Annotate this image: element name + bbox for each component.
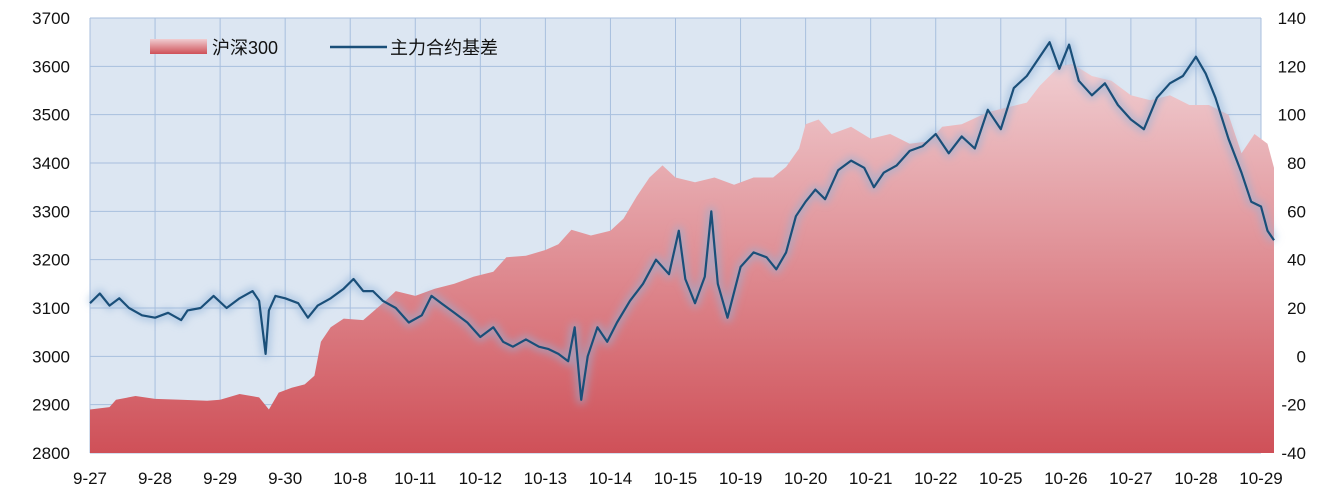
x-tick-label: 10-14 <box>589 469 632 488</box>
x-tick-label: 10-12 <box>459 469 502 488</box>
x-tick-label: 10-21 <box>849 469 892 488</box>
right-y-tick-label: 120 <box>1278 57 1306 76</box>
line-series-basis <box>89 41 1275 401</box>
right-y-tick-label: -20 <box>1281 396 1306 415</box>
right-y-tick-label: 40 <box>1287 251 1306 270</box>
right-y-tick-label: 60 <box>1287 202 1306 221</box>
legend: 沪深300 主力合约基差 <box>150 38 498 58</box>
right-y-tick-label: 0 <box>1297 347 1306 366</box>
x-tick-label: 10-11 <box>394 469 436 488</box>
right-y-tick-label: 140 <box>1278 9 1306 28</box>
x-tick-label: 9-30 <box>268 469 302 488</box>
right-y-tick-label: -40 <box>1281 444 1306 463</box>
x-tick-label: 10-29 <box>1239 469 1282 488</box>
x-tick-label: 9-28 <box>138 469 172 488</box>
right-y-tick-label: 20 <box>1287 299 1306 318</box>
right-y-tick-label: 80 <box>1287 154 1306 173</box>
legend-swatch-area <box>150 39 207 54</box>
x-tick-label: 10-20 <box>784 469 827 488</box>
x-axis: 9-27 9-28 9-29 9-30 10-8 10-11 10-12 10-13 10-14… <box>73 469 1283 488</box>
x-tick-label: 10-22 <box>914 469 957 488</box>
left-y-axis: 2800 2900 3000 3100 3200 3300 3400 3500 3600 3700 <box>32 9 70 463</box>
left-y-tick-label: 3100 <box>32 299 70 318</box>
right-y-tick-label: 100 <box>1278 106 1306 125</box>
x-tick-label: 10-26 <box>1044 469 1087 488</box>
line-series-layer <box>86 37 1278 405</box>
x-tick-label: 10-8 <box>333 469 367 488</box>
x-tick-label: 10-28 <box>1174 469 1217 488</box>
left-y-tick-label: 3000 <box>32 347 70 366</box>
x-tick-label: 9-27 <box>73 469 107 488</box>
left-y-tick-label: 3300 <box>32 202 70 221</box>
x-tick-label: 10-27 <box>1109 469 1152 488</box>
legend-label: 主力合约基差 <box>390 38 498 58</box>
x-tick-label: 10-25 <box>979 469 1022 488</box>
left-y-tick-label: 2900 <box>32 396 70 415</box>
left-y-tick-label: 2800 <box>32 444 70 463</box>
x-tick-label: 10-13 <box>524 469 567 488</box>
left-y-tick-label: 3200 <box>32 251 70 270</box>
x-tick-label: 9-29 <box>203 469 237 488</box>
left-y-tick-label: 3600 <box>32 57 70 76</box>
left-y-tick-label: 3700 <box>32 9 70 28</box>
left-y-tick-label: 3500 <box>32 106 70 125</box>
x-tick-label: 10-15 <box>654 469 697 488</box>
x-tick-label: 10-19 <box>719 469 762 488</box>
left-y-tick-label: 3400 <box>32 154 70 173</box>
right-y-axis: -40 -20 0 20 40 60 80 100 120 140 <box>1278 9 1306 463</box>
legend-label: 沪深300 <box>212 38 278 58</box>
